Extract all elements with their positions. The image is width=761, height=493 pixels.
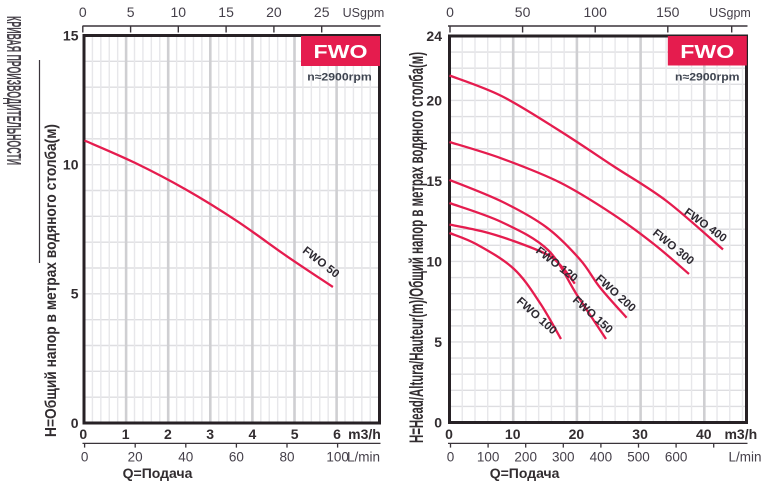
svg-text:USgpm: USgpm xyxy=(343,6,385,20)
svg-text:25: 25 xyxy=(314,4,330,20)
svg-text:200: 200 xyxy=(514,449,537,464)
svg-text:L/min: L/min xyxy=(347,449,380,464)
svg-text:5: 5 xyxy=(291,426,299,442)
svg-text:20: 20 xyxy=(128,449,143,464)
svg-text:n≈2900rpm: n≈2900rpm xyxy=(675,72,740,84)
svg-text:500: 500 xyxy=(627,449,650,464)
svg-text:USgpm: USgpm xyxy=(709,6,751,20)
svg-text:80: 80 xyxy=(279,449,294,464)
svg-text:50: 50 xyxy=(515,4,531,20)
svg-text:4: 4 xyxy=(249,426,257,442)
svg-text:m3/h: m3/h xyxy=(348,426,381,442)
svg-text:150: 150 xyxy=(656,4,680,20)
svg-text:600: 600 xyxy=(665,449,688,464)
svg-text:0: 0 xyxy=(79,426,87,442)
svg-text:FWO: FWO xyxy=(680,42,734,62)
svg-text:0: 0 xyxy=(447,449,455,464)
svg-text:6: 6 xyxy=(333,426,341,442)
svg-text:40: 40 xyxy=(696,426,712,442)
svg-text:400: 400 xyxy=(590,449,613,464)
svg-text:0: 0 xyxy=(71,415,79,431)
svg-text:20: 20 xyxy=(266,4,282,20)
svg-text:100: 100 xyxy=(584,4,608,20)
svg-text:H=Head/Altura/Hauteur(m)/Общий: H=Head/Altura/Hauteur(m)/Общий напор в м… xyxy=(407,52,428,443)
svg-text:2: 2 xyxy=(164,426,172,442)
svg-text:10: 10 xyxy=(426,253,442,269)
svg-text:10: 10 xyxy=(63,157,79,173)
svg-text:5: 5 xyxy=(71,286,79,302)
svg-text:H=Общий напор в метрах водяног: H=Общий напор в метрах водяного столба(м… xyxy=(43,124,60,437)
svg-text:1: 1 xyxy=(122,426,130,442)
svg-text:5: 5 xyxy=(434,334,442,350)
svg-text:m3/h: m3/h xyxy=(724,426,757,442)
svg-text:Q=Подача: Q=Подача xyxy=(490,465,560,481)
svg-text:15: 15 xyxy=(218,4,234,20)
svg-text:15: 15 xyxy=(63,27,79,43)
svg-text:30: 30 xyxy=(632,426,648,442)
svg-text:10: 10 xyxy=(171,4,187,20)
svg-text:40: 40 xyxy=(178,449,193,464)
svg-text:0: 0 xyxy=(81,449,89,464)
svg-text:FWO: FWO xyxy=(314,42,368,62)
svg-text:100: 100 xyxy=(326,449,349,464)
svg-text:100: 100 xyxy=(477,449,500,464)
svg-text:0: 0 xyxy=(79,4,87,20)
svg-text:0: 0 xyxy=(434,414,442,430)
svg-text:3: 3 xyxy=(206,426,214,442)
svg-text:60: 60 xyxy=(229,449,244,464)
svg-text:300: 300 xyxy=(552,449,575,464)
svg-text:20: 20 xyxy=(426,92,442,108)
svg-text:0: 0 xyxy=(445,426,453,442)
svg-text:20: 20 xyxy=(569,426,585,442)
svg-text:n≈2900rpm: n≈2900rpm xyxy=(307,72,372,84)
svg-text:L/min: L/min xyxy=(728,449,761,464)
svg-text:КРИВАЯ ПРОИЗВОДИТЕЛЬНОСТИ: КРИВАЯ ПРОИЗВОДИТЕЛЬНОСТИ xyxy=(2,16,24,165)
svg-text:0: 0 xyxy=(446,4,454,20)
svg-text:Q=Подача: Q=Подача xyxy=(123,465,193,481)
svg-text:10: 10 xyxy=(505,426,521,442)
svg-text:5: 5 xyxy=(127,4,135,20)
svg-text:15: 15 xyxy=(426,173,442,189)
svg-text:24: 24 xyxy=(426,28,442,44)
